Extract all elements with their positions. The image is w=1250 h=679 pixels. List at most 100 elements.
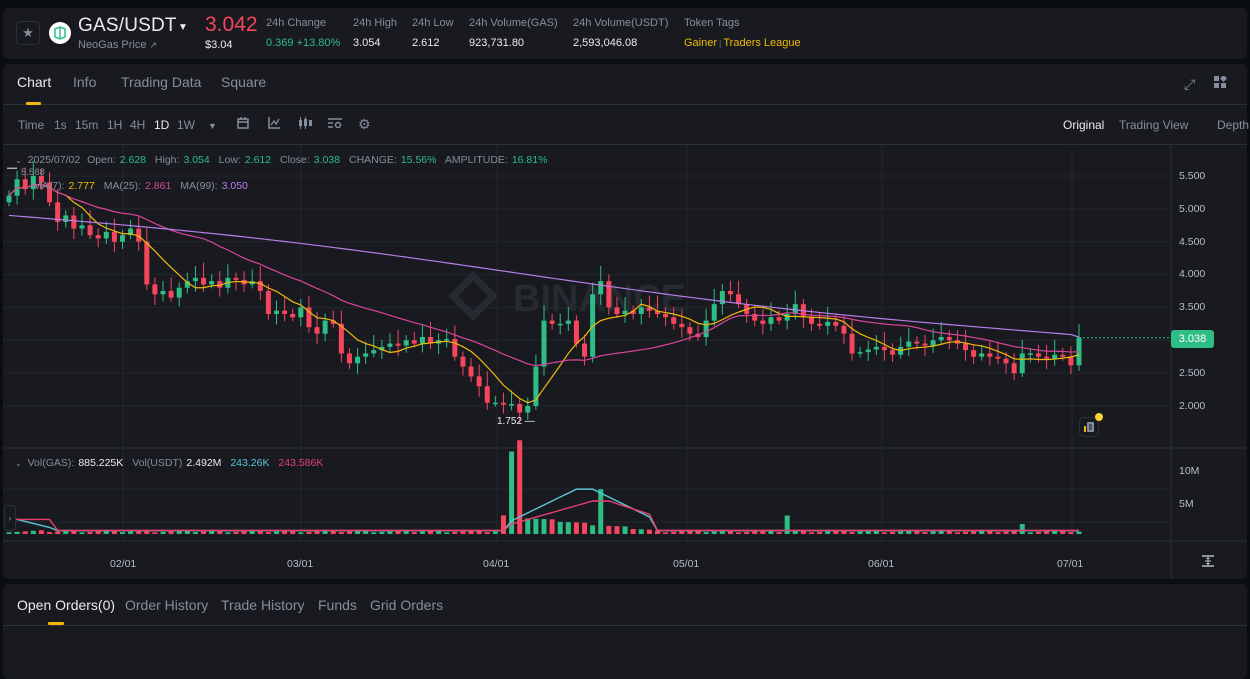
ma7-value: 2.777 <box>68 180 95 192</box>
token-name: NeoGas Price <box>78 39 147 51</box>
tag-traders-league[interactable]: Traders League <box>723 37 801 49</box>
ma25-value: 2.861 <box>145 180 172 192</box>
token-logo <box>49 22 71 44</box>
stat-value: 2,593,046.08 <box>573 37 638 49</box>
stat-value: 923,731.80 <box>469 37 525 49</box>
view-original[interactable]: Original <box>1063 118 1105 132</box>
y-tick: 2.000 <box>1179 400 1206 412</box>
collapse-volume-icon[interactable]: ⌄ <box>15 459 22 468</box>
y-tick: 5.500 <box>1179 170 1206 182</box>
token-name-link[interactable]: NeoGas Price ↗ <box>78 39 157 51</box>
pair-selector[interactable]: GAS/USDT <box>78 15 177 36</box>
legend-change-label: CHANGE: <box>349 154 397 166</box>
tab-chart[interactable]: Chart <box>17 74 52 90</box>
y-tick: 4.500 <box>1179 236 1206 248</box>
active-tab-indicator <box>26 102 41 105</box>
stat-value: 3.054 <box>353 37 381 49</box>
ma99-value: 3.050 <box>221 180 248 192</box>
y-tick: 5.000 <box>1179 203 1206 215</box>
collapse-legend-icon[interactable]: ⌄ <box>15 156 22 165</box>
candlestick-chart[interactable]: BINANCE <box>3 146 1247 579</box>
favorite-button[interactable]: ★ <box>16 21 40 45</box>
tab-info[interactable]: Info <box>73 74 97 90</box>
external-link-icon: ↗ <box>149 40 158 50</box>
interval-1s[interactable]: 1s <box>54 118 67 132</box>
ma-legend: MA(7): 2.777 MA(25): 2.861 MA(99): 3.050 <box>33 180 254 192</box>
active-orders-tab-indicator <box>48 622 64 625</box>
interval-1d[interactable]: 1D <box>154 118 170 132</box>
gear-icon[interactable]: ⚙ <box>358 116 371 132</box>
caret-down-icon[interactable]: ▼ <box>178 22 188 33</box>
note-icon <box>1084 422 1094 432</box>
interval-dropdown-icon[interactable]: ▼ <box>208 121 217 131</box>
calendar-icon[interactable] <box>237 117 249 132</box>
view-depth[interactable]: Depth <box>1217 118 1250 132</box>
stat-24h-low: 24h Low 2.612 <box>412 17 454 49</box>
auto-fit-icon[interactable] <box>1202 555 1214 570</box>
layout-settings-icon[interactable] <box>328 117 342 132</box>
legend-amplitude-label: AMPLITUDE: <box>444 154 508 166</box>
legend-amplitude: 16.81% <box>511 154 548 166</box>
vol-ma1-value: 243.26K <box>230 457 270 469</box>
ma7-label: MA(7): <box>33 180 65 192</box>
vol-ma2-value: 243.586K <box>278 457 324 469</box>
legend-close: 3.038 <box>313 154 341 166</box>
view-trading-view[interactable]: Trading View <box>1119 118 1189 132</box>
chart-panel: Chart Info Trading Data Square ⤢ Time 1s… <box>3 64 1250 579</box>
x-tick: 05/01 <box>673 558 700 570</box>
ticker-header: ★ GAS/USDT ▼ NeoGas Price ↗ 3.042 $3.04 … <box>3 8 1247 59</box>
vol-usdt-label: Vol(USDT) <box>132 457 183 469</box>
vol-usdt-value: 2.492M <box>186 457 222 469</box>
y-tick: 3.500 <box>1179 301 1206 313</box>
vol-gas-value: 885.225K <box>78 457 124 469</box>
orders-tabs: Open Orders(0) Order History Trade Histo… <box>3 584 1247 626</box>
interval-4h[interactable]: 4H <box>130 118 146 132</box>
vol-tick: 5M <box>1179 498 1194 510</box>
x-tick: 07/01 <box>1057 558 1084 570</box>
ma99-label: MA(99): <box>180 180 218 192</box>
current-price-tag: 3.038 <box>1171 330 1214 348</box>
vol-gas-label: Vol(GAS): <box>27 457 75 469</box>
min-price-marker: 1.752 — <box>497 416 535 427</box>
orders-panel: Open Orders(0) Order History Trade Histo… <box>3 584 1247 679</box>
star-icon: ★ <box>22 25 34 40</box>
tab-open-orders[interactable]: Open Orders(0) <box>17 597 116 613</box>
interval-1h[interactable]: 1H <box>107 118 123 132</box>
legend-high-label: High: <box>154 154 180 166</box>
legend-low: 2.612 <box>244 154 272 166</box>
legend-open: 2.628 <box>119 154 146 166</box>
tag-gainer[interactable]: Gainer <box>684 37 718 49</box>
legend-date: 2025/07/02 <box>27 154 81 166</box>
expand-sidebar-handle[interactable]: › <box>4 505 16 531</box>
widgets-grid-icon[interactable] <box>1214 74 1228 92</box>
tab-funds[interactable]: Funds <box>318 597 357 613</box>
last-price: 3.042 <box>205 13 258 36</box>
stat-label: 24h Volume(USDT) <box>573 17 669 29</box>
tab-trade-history[interactable]: Trade History <box>221 597 305 613</box>
ma25-label: MA(25): <box>103 180 142 192</box>
notes-button[interactable] <box>1079 417 1099 437</box>
candle-type-icon[interactable] <box>298 117 312 132</box>
tab-square[interactable]: Square <box>221 74 267 90</box>
stat-value: 2.612 <box>412 37 440 49</box>
token-tags: Token Tags Gainer | Traders League <box>684 17 801 49</box>
stat-label: 24h Low <box>412 17 454 29</box>
stat-24h-volume-usdt: 24h Volume(USDT) 2,593,046.08 <box>573 17 668 49</box>
tab-order-history[interactable]: Order History <box>125 597 209 613</box>
interval-1w[interactable]: 1W <box>177 118 195 132</box>
tab-grid-orders[interactable]: Grid Orders <box>370 597 444 613</box>
chart-toolbar: Time 1s 15m 1H 4H 1D 1W ▼ ⚙ Original Tra… <box>3 106 1250 145</box>
stat-24h-change: 24h Change 0.369 +13.80% <box>266 17 340 49</box>
legend-close-label: Close: <box>280 154 310 166</box>
token-tags-label: Token Tags <box>684 17 740 29</box>
stat-label: 24h Change <box>266 17 326 29</box>
interval-15m[interactable]: 15m <box>75 118 99 132</box>
legend-high: 3.054 <box>183 154 210 166</box>
x-tick: 02/01 <box>110 558 137 570</box>
max-price-marker: 5.588 <box>21 167 45 178</box>
interval-time[interactable]: Time <box>18 118 45 132</box>
tab-trading-data[interactable]: Trading Data <box>121 74 202 90</box>
indicator-icon[interactable] <box>268 117 280 132</box>
stat-24h-volume-gas: 24h Volume(GAS) 923,731.80 <box>469 17 558 49</box>
fullscreen-icon[interactable]: ⤢ <box>1184 76 1196 92</box>
